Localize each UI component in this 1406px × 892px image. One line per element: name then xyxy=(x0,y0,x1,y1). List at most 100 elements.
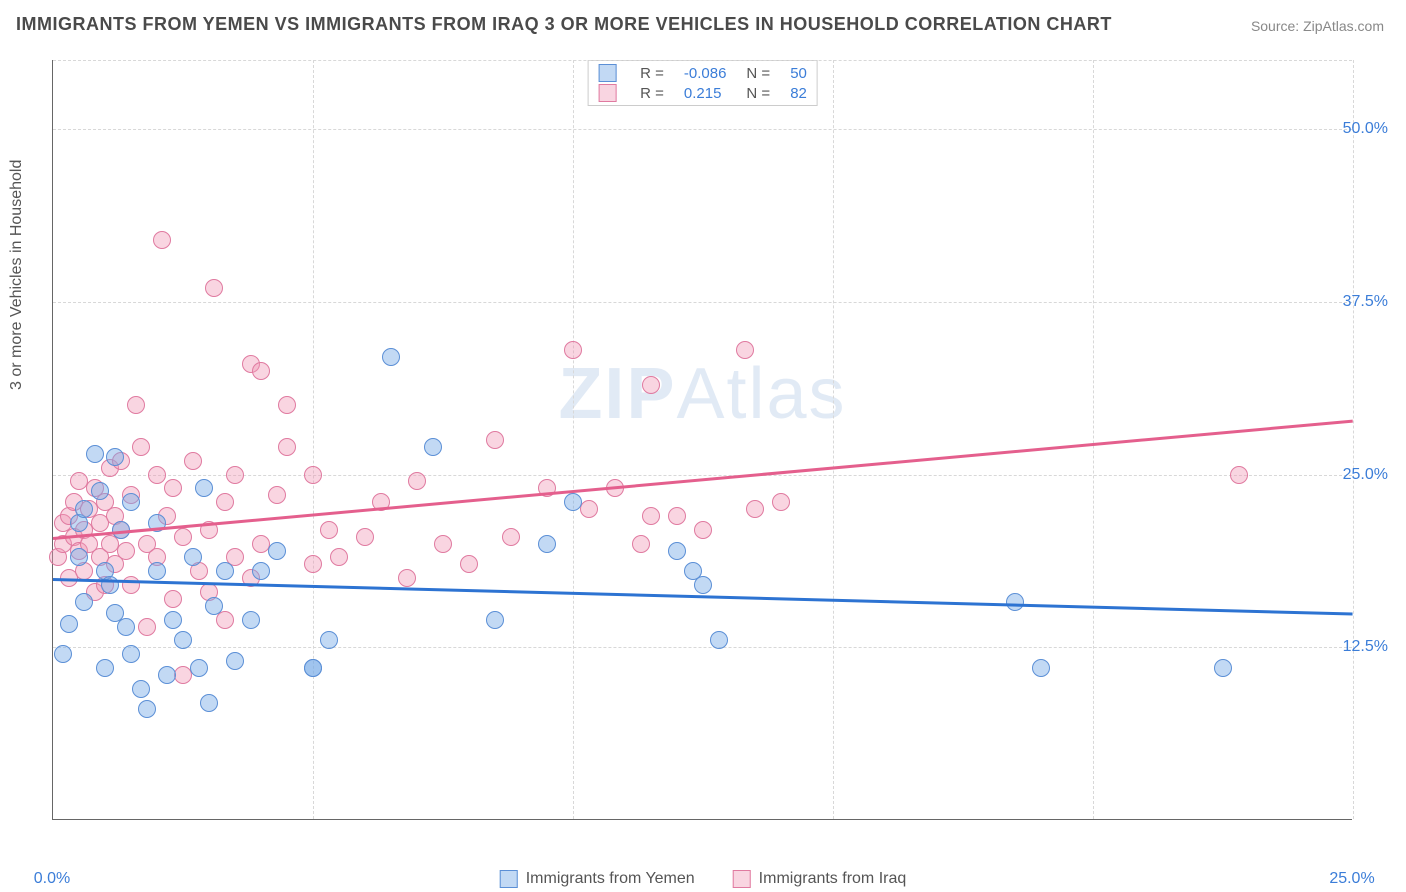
data-point xyxy=(398,569,416,587)
y-tick-label: 12.5% xyxy=(1343,638,1388,656)
data-point xyxy=(304,659,322,677)
data-point xyxy=(424,438,442,456)
scatter-plot-area: ZIPAtlas R =-0.086N =50R =0.215N =82 xyxy=(52,60,1352,820)
data-point xyxy=(668,507,686,525)
x-tick-label: 0.0% xyxy=(34,870,70,888)
legend-swatch xyxy=(598,84,616,102)
data-point xyxy=(117,542,135,560)
legend-n-value: 82 xyxy=(780,83,817,103)
data-point xyxy=(320,631,338,649)
data-point xyxy=(132,438,150,456)
data-point xyxy=(184,452,202,470)
data-point xyxy=(138,700,156,718)
gridline-vertical xyxy=(573,60,574,819)
y-tick-label: 37.5% xyxy=(1343,293,1388,311)
data-point xyxy=(268,542,286,560)
data-point xyxy=(268,486,286,504)
data-point xyxy=(127,396,145,414)
series-legend: Immigrants from Yemen Immigrants from Ira… xyxy=(500,870,907,888)
data-point xyxy=(580,500,598,518)
legend-r-value: 0.215 xyxy=(674,83,737,103)
gridline-horizontal xyxy=(53,60,1352,61)
gridline-vertical xyxy=(313,60,314,819)
data-point xyxy=(1214,659,1232,677)
gridline-vertical xyxy=(1353,60,1354,819)
data-point xyxy=(205,279,223,297)
x-tick-label: 25.0% xyxy=(1329,870,1374,888)
data-point xyxy=(226,652,244,670)
data-point xyxy=(320,521,338,539)
data-point xyxy=(164,590,182,608)
data-point xyxy=(486,611,504,629)
gridline-horizontal xyxy=(53,302,1352,303)
legend-r-value: -0.086 xyxy=(674,63,737,83)
data-point xyxy=(132,680,150,698)
data-point xyxy=(460,555,478,573)
data-point xyxy=(174,528,192,546)
gridline-horizontal xyxy=(53,129,1352,130)
source-attribution: Source: ZipAtlas.com xyxy=(1251,18,1384,34)
data-point xyxy=(184,548,202,566)
data-point xyxy=(694,576,712,594)
data-point xyxy=(1230,466,1248,484)
correlation-legend: R =-0.086N =50R =0.215N =82 xyxy=(587,60,818,106)
data-point xyxy=(86,445,104,463)
data-point xyxy=(190,659,208,677)
data-point xyxy=(304,466,322,484)
data-point xyxy=(1032,659,1050,677)
data-point xyxy=(278,438,296,456)
data-point xyxy=(736,341,754,359)
legend-item: Immigrants from Yemen xyxy=(500,870,695,888)
data-point xyxy=(153,231,171,249)
data-point xyxy=(278,396,296,414)
data-point xyxy=(382,348,400,366)
gridline-horizontal xyxy=(53,475,1352,476)
data-point xyxy=(205,597,223,615)
legend-label: Immigrants from Yemen xyxy=(526,870,695,887)
data-point xyxy=(304,555,322,573)
data-point xyxy=(1006,593,1024,611)
data-point xyxy=(242,611,260,629)
data-point xyxy=(746,500,764,518)
y-tick-label: 25.0% xyxy=(1343,466,1388,484)
legend-item: Immigrants from Iraq xyxy=(733,870,907,888)
chart-title: IMMIGRANTS FROM YEMEN VS IMMIGRANTS FROM… xyxy=(16,14,1112,35)
y-axis-label: 3 or more Vehicles in Household xyxy=(8,160,26,390)
legend-swatch xyxy=(500,870,518,888)
data-point xyxy=(91,482,109,500)
data-point xyxy=(772,493,790,511)
data-point xyxy=(642,507,660,525)
data-point xyxy=(668,542,686,560)
data-point xyxy=(122,645,140,663)
data-point xyxy=(252,362,270,380)
data-point xyxy=(122,576,140,594)
legend-swatch xyxy=(733,870,751,888)
data-point xyxy=(642,376,660,394)
data-point xyxy=(486,431,504,449)
legend-label: Immigrants from Iraq xyxy=(759,870,907,887)
data-point xyxy=(96,659,114,677)
legend-n-value: 50 xyxy=(780,63,817,83)
data-point xyxy=(148,562,166,580)
data-point xyxy=(632,535,650,553)
data-point xyxy=(70,548,88,566)
data-point xyxy=(164,479,182,497)
data-point xyxy=(54,645,72,663)
data-point xyxy=(216,562,234,580)
data-point xyxy=(200,694,218,712)
data-point xyxy=(195,479,213,497)
legend-n-label: N = xyxy=(736,83,780,103)
legend-swatch xyxy=(598,64,616,82)
data-point xyxy=(538,535,556,553)
legend-r-label: R = xyxy=(630,83,674,103)
data-point xyxy=(502,528,520,546)
data-point xyxy=(106,448,124,466)
watermark-text: ZIPAtlas xyxy=(558,353,846,435)
y-tick-label: 50.0% xyxy=(1343,120,1388,138)
data-point xyxy=(75,593,93,611)
data-point xyxy=(710,631,728,649)
data-point xyxy=(356,528,374,546)
data-point xyxy=(330,548,348,566)
data-point xyxy=(122,493,140,511)
data-point xyxy=(75,500,93,518)
